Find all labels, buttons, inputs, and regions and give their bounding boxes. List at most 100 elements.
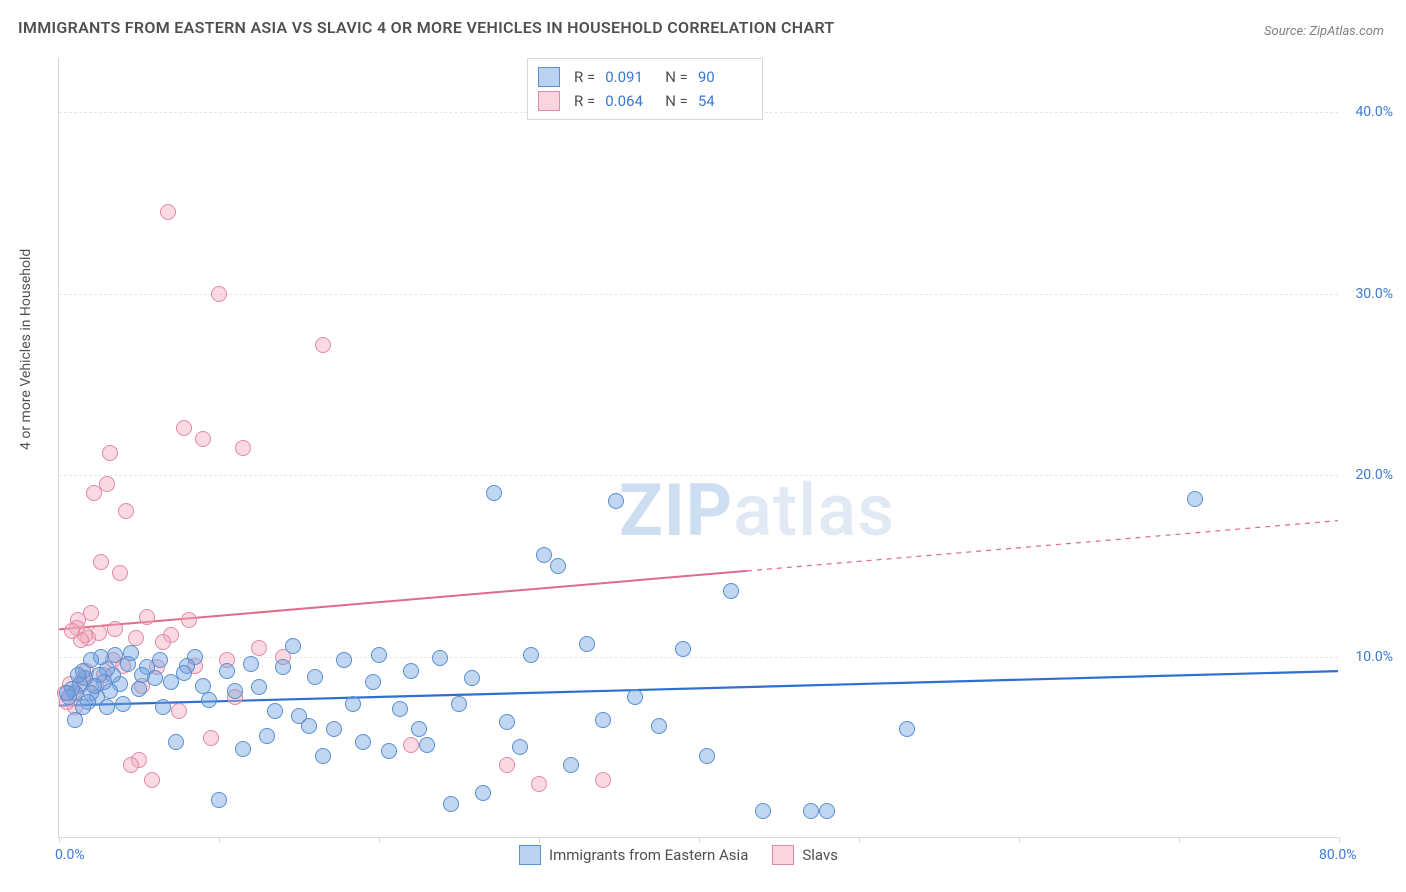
data-point-blue [608, 493, 624, 509]
data-point-blue [345, 696, 361, 712]
data-point-blue [211, 792, 227, 808]
data-point-blue [59, 685, 75, 701]
data-point-blue [675, 641, 691, 657]
data-point-blue [227, 683, 243, 699]
data-point-blue [627, 689, 643, 705]
data-point-blue [486, 485, 502, 501]
xtick [539, 837, 540, 843]
data-point-blue [699, 748, 715, 764]
xtick [1339, 837, 1340, 843]
xtick [859, 837, 860, 843]
series-legend: Immigrants from Eastern Asia Slavs [519, 845, 838, 865]
data-point-blue [365, 674, 381, 690]
swatch-pink [538, 91, 560, 111]
xtick [59, 837, 60, 843]
data-point-pink [499, 757, 515, 773]
data-point-blue [899, 721, 915, 737]
data-point-blue [163, 674, 179, 690]
data-point-blue [755, 803, 771, 819]
data-point-blue [563, 757, 579, 773]
xtick [1019, 837, 1020, 843]
data-point-pink [171, 703, 187, 719]
data-point-blue [315, 748, 331, 764]
xtick [1179, 837, 1180, 843]
data-point-blue [131, 681, 147, 697]
ytick-label: 40.0% [1343, 104, 1393, 120]
data-point-blue [1187, 491, 1203, 507]
watermark-bold: ZIP [619, 468, 733, 553]
y-axis-label: 4 or more Vehicles in Household [18, 249, 34, 450]
data-point-blue [651, 718, 667, 734]
data-point-pink [64, 623, 80, 639]
trend-line-dashed [747, 521, 1338, 571]
data-point-blue [523, 647, 539, 663]
data-point-blue [326, 721, 342, 737]
xtick-label: 80.0% [1319, 847, 1357, 863]
legend-r-blue: 0.091 [605, 65, 655, 89]
data-point-blue [419, 737, 435, 753]
trend-line-solid [59, 571, 747, 630]
data-point-blue [115, 696, 131, 712]
legend-r-label: R = [574, 65, 595, 89]
data-point-blue [291, 708, 307, 724]
data-point-blue [67, 712, 83, 728]
data-point-pink [235, 440, 251, 456]
data-point-blue [355, 734, 371, 750]
data-point-pink [176, 420, 192, 436]
data-point-blue [168, 734, 184, 750]
ytick-label: 20.0% [1343, 467, 1393, 483]
data-point-blue [803, 803, 819, 819]
ytick-label: 30.0% [1343, 286, 1393, 302]
data-point-blue [201, 692, 217, 708]
data-point-blue [536, 547, 552, 563]
swatch-pink-2 [772, 845, 794, 865]
data-point-blue [499, 714, 515, 730]
data-point-pink [211, 286, 227, 302]
data-point-blue [723, 583, 739, 599]
data-point-blue [595, 712, 611, 728]
data-point-pink [118, 503, 134, 519]
data-point-blue [243, 656, 259, 672]
data-point-pink [86, 485, 102, 501]
source-label: Source: ZipAtlas.com [1264, 24, 1384, 39]
xtick [379, 837, 380, 843]
data-point-blue [381, 743, 397, 759]
ytick-label: 10.0% [1343, 649, 1393, 665]
data-point-pink [112, 565, 128, 581]
data-point-pink [160, 204, 176, 220]
plot-area: ZIPatlas R = 0.091 N = 90 R = 0.064 N = … [58, 58, 1338, 838]
legend-row-blue: R = 0.091 N = 90 [538, 65, 748, 89]
data-point-pink [107, 621, 123, 637]
data-point-pink [102, 445, 118, 461]
data-point-pink [155, 634, 171, 650]
data-point-blue [403, 663, 419, 679]
xtick-label: 0.0% [55, 847, 85, 863]
data-point-blue [155, 699, 171, 715]
data-point-blue [550, 558, 566, 574]
data-point-pink [531, 776, 547, 792]
watermark: ZIPatlas [619, 468, 895, 553]
data-point-blue [392, 701, 408, 717]
data-point-pink [315, 337, 331, 353]
legend-n-blue: 90 [698, 65, 748, 89]
data-point-blue [285, 638, 301, 654]
swatch-blue [538, 67, 560, 87]
data-point-blue [475, 785, 491, 801]
data-point-pink [123, 757, 139, 773]
legend-n-pink: 54 [698, 89, 748, 113]
data-point-pink [203, 730, 219, 746]
data-point-pink [93, 554, 109, 570]
data-point-blue [464, 670, 480, 686]
data-point-blue [307, 669, 323, 685]
gridline [59, 294, 1338, 295]
data-point-blue [267, 703, 283, 719]
data-point-pink [144, 772, 160, 788]
data-point-blue [134, 667, 150, 683]
data-point-blue [371, 647, 387, 663]
chart-title: IMMIGRANTS FROM EASTERN ASIA VS SLAVIC 4… [18, 18, 835, 37]
data-point-pink [181, 612, 197, 628]
watermark-light: atlas [733, 468, 895, 553]
legend-r-pink: 0.064 [605, 89, 655, 113]
data-point-pink [195, 431, 211, 447]
data-point-blue [432, 650, 448, 666]
